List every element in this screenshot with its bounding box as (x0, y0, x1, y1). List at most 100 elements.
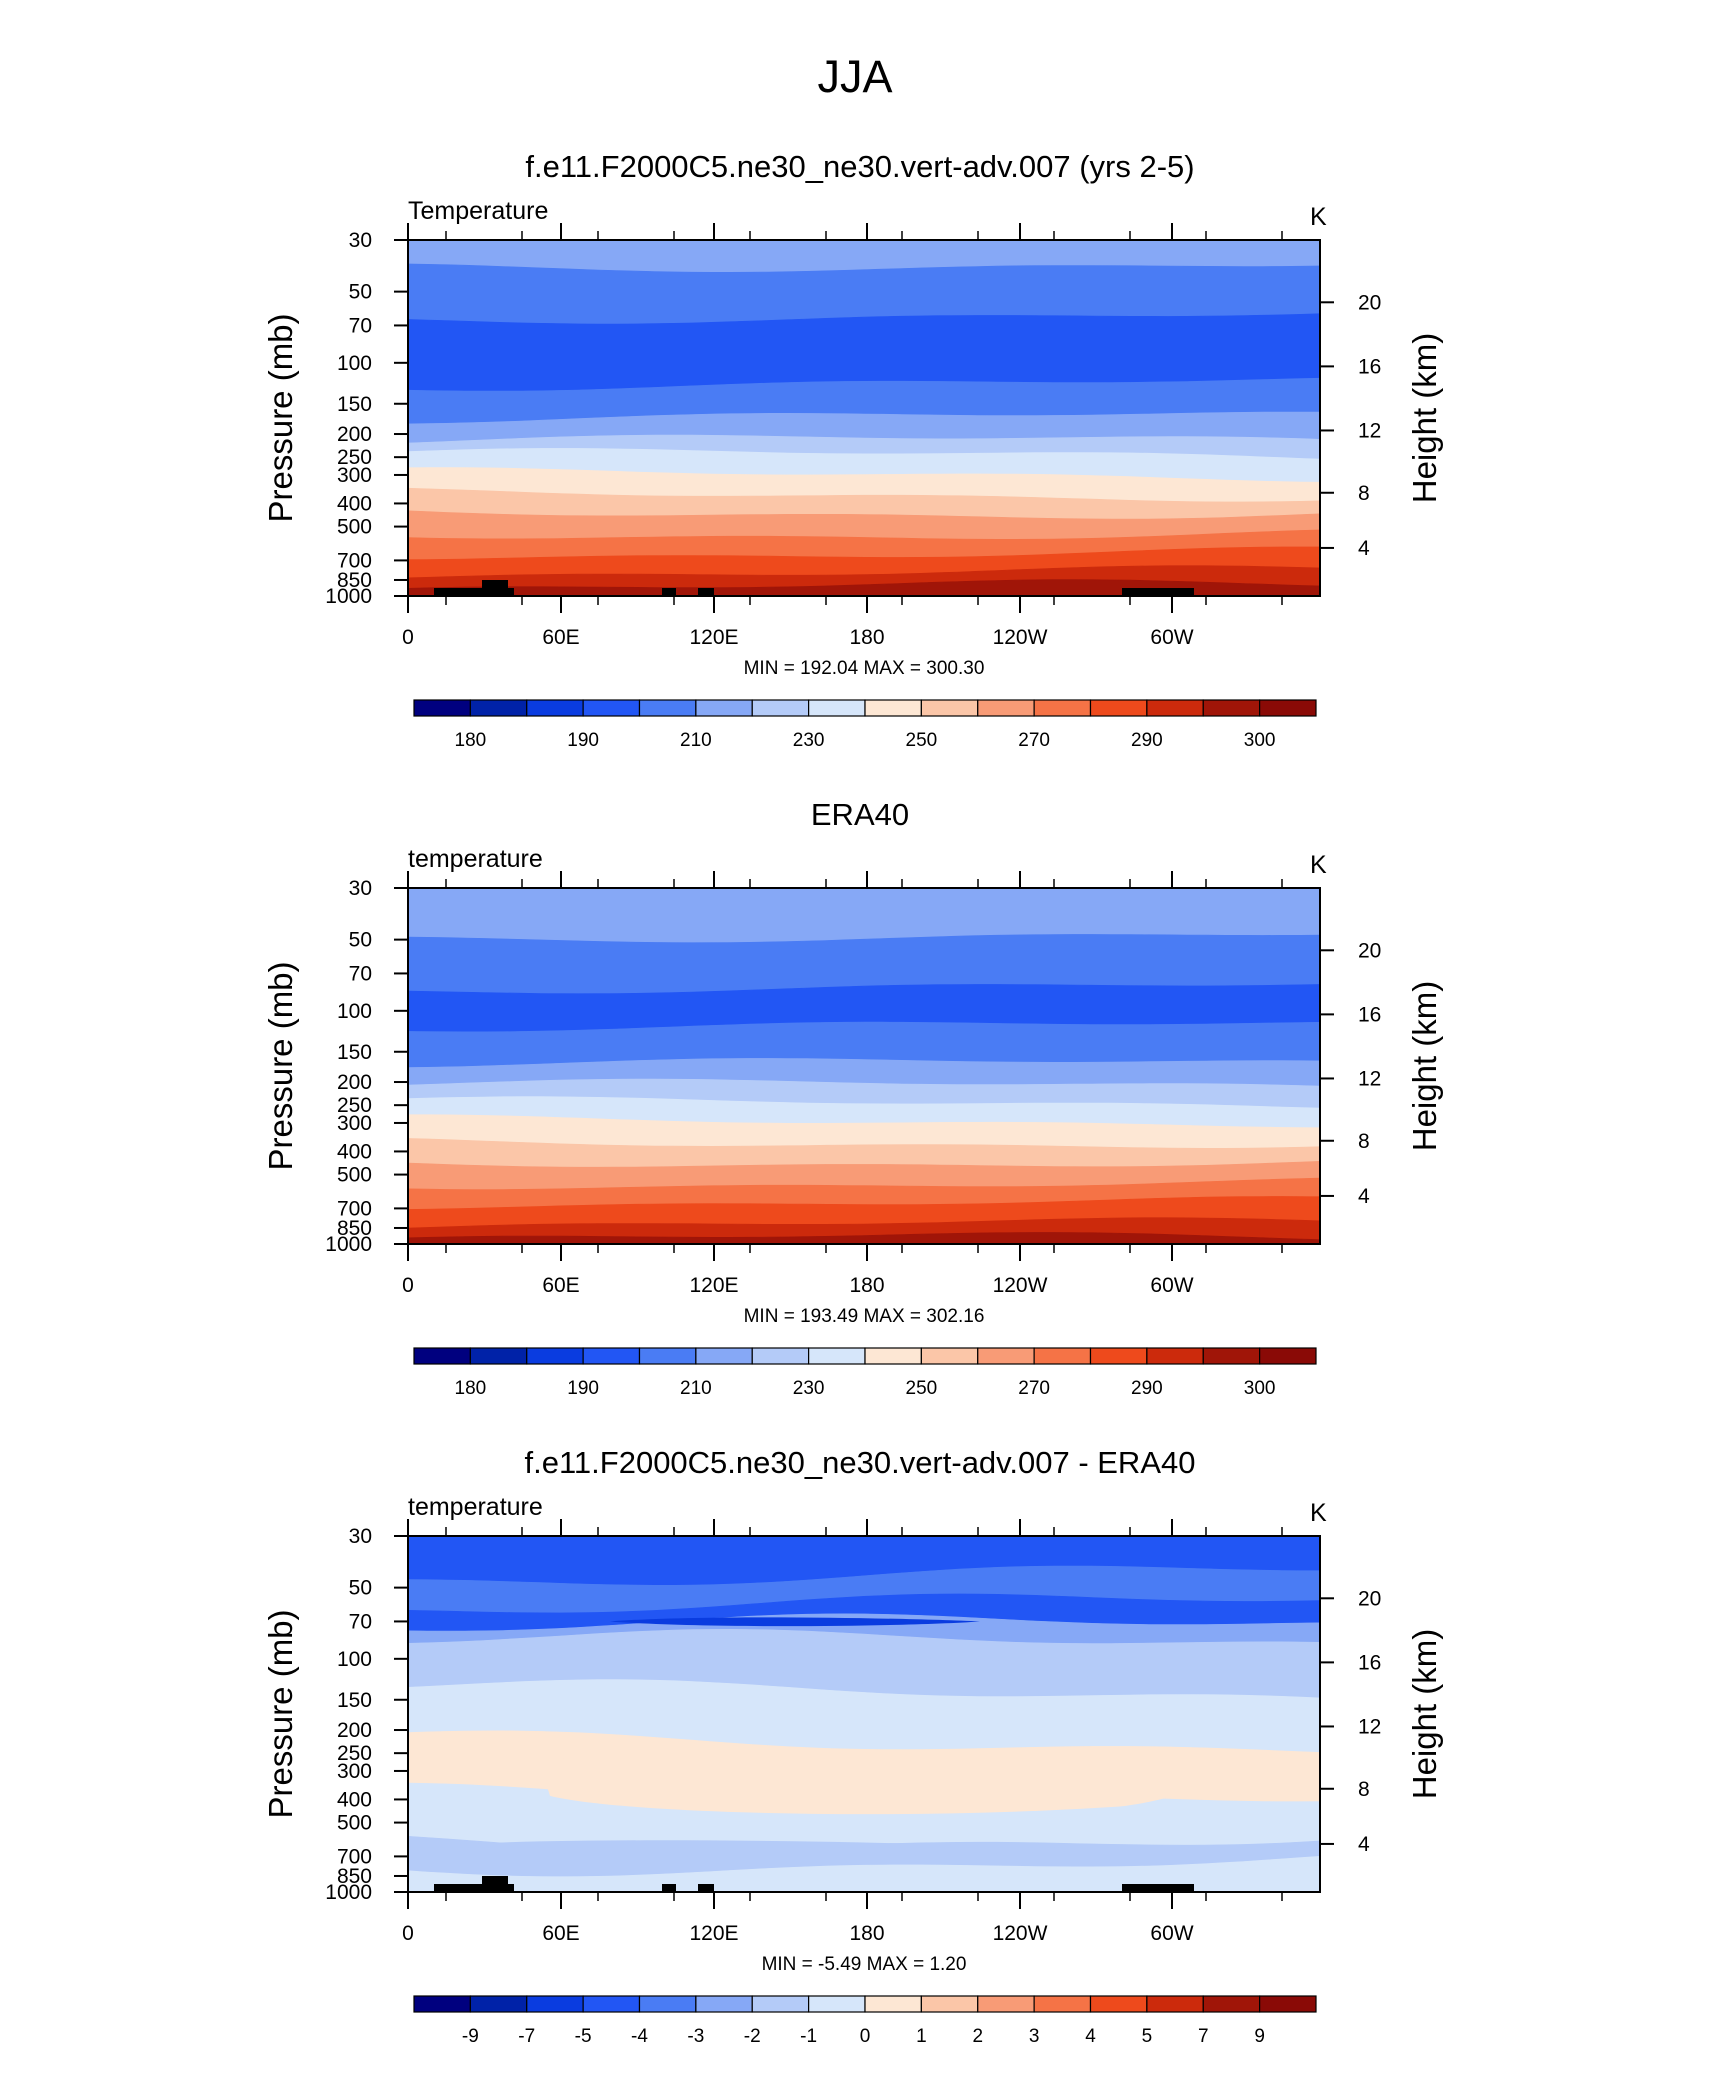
x-tick-label: 0 (402, 1274, 414, 1297)
pressure-tick-label: 70 (349, 314, 372, 337)
colorbar-box (920, 1347, 979, 1365)
x-tick-label: 120W (993, 1922, 1048, 1945)
pressure-tick-label: 250 (337, 1094, 372, 1117)
colorbar-box (469, 1995, 528, 2013)
colorbar-box (582, 699, 641, 717)
colorbar-label: 270 (1018, 730, 1050, 751)
plot-frame (407, 1535, 1321, 1893)
pressure-tick-label: 150 (337, 393, 372, 416)
pressure-tick-label: 200 (337, 1719, 372, 1742)
colorbar-box (808, 1995, 866, 2013)
colorbar-label: 180 (455, 730, 487, 751)
pressure-tick-label: 30 (349, 877, 372, 900)
colorbar-box (864, 699, 922, 717)
colorbar-label: -9 (462, 2026, 479, 2047)
height-tick-label: 8 (1358, 1778, 1370, 1801)
pressure-tick-label: 50 (349, 1577, 372, 1600)
colorbar-label: -1 (800, 2026, 817, 2047)
panel-obs: ERA40 temperature K 0 60E 120E 180 120W 60W 30 50 7… (262, 797, 1443, 1399)
colorbar-box (864, 1995, 922, 2013)
x-tick-label: 60E (542, 1922, 579, 1945)
y-axis-title-left: Pressure (mb) (262, 1609, 299, 1818)
plot-frame (407, 239, 1321, 597)
colorbar-label: 270 (1018, 1378, 1050, 1399)
colorbar-box (526, 1347, 584, 1365)
plot-area (408, 888, 1320, 1244)
colorbar-box (808, 1347, 866, 1365)
x-tick-label: 60W (1150, 1274, 1193, 1297)
pressure-tick-label: 30 (349, 229, 372, 252)
pressure-tick-label: 850 (337, 1217, 372, 1240)
topography-mask (662, 588, 676, 596)
pressure-tick-label: 300 (337, 1112, 372, 1135)
colorbar-box (1033, 1995, 1092, 2013)
colorbar-box (638, 1347, 697, 1365)
colorbar-box (751, 1995, 810, 2013)
colorbar-label: 210 (680, 730, 712, 751)
x-tick-label: 120W (993, 626, 1048, 649)
height-tick-label: 20 (1358, 291, 1381, 314)
colorbar-box (413, 1995, 471, 2013)
colorbar-label: 250 (906, 1378, 938, 1399)
variable-label: temperature (408, 845, 543, 873)
colorbar-box (1202, 1347, 1261, 1365)
colorbar-box (1146, 699, 1204, 717)
colorbar-label: 190 (567, 730, 599, 751)
height-tick-label: 16 (1358, 1651, 1381, 1674)
x-tick-label: 180 (849, 626, 884, 649)
colorbar-label: 290 (1131, 1378, 1163, 1399)
topography-mask (508, 588, 514, 596)
colorbar-label: 190 (567, 1378, 599, 1399)
x-tick-label: 180 (849, 1922, 884, 1945)
y-axis-title-left: Pressure (mb) (262, 961, 299, 1170)
pressure-tick-label: 850 (337, 569, 372, 592)
pressure-tick-label: 500 (337, 1164, 372, 1187)
x-tick-label: 60E (542, 626, 579, 649)
units-label: K (1310, 851, 1327, 879)
height-tick-label: 12 (1358, 1067, 1381, 1090)
colorbar-label: 290 (1131, 730, 1163, 751)
contour-band (408, 934, 1320, 995)
colorbar-box (864, 1347, 922, 1365)
figure-title: JJA (817, 51, 892, 102)
colorbar-box (695, 699, 753, 717)
colorbar-label: -5 (575, 2026, 592, 2047)
colorbar-box (582, 1347, 641, 1365)
colorbar-label: 230 (793, 730, 825, 751)
height-tick-label: 8 (1358, 1130, 1370, 1153)
topography-mask (698, 1884, 714, 1892)
colorbar-box (1089, 699, 1148, 717)
contour-band (408, 1855, 1320, 1892)
contour-band (408, 263, 1320, 325)
colorbar-label: -4 (631, 2026, 648, 2047)
x-tick-label: 60W (1150, 626, 1193, 649)
contour-band (408, 888, 1320, 944)
min-max-label: MIN = 192.04 MAX = 300.30 (744, 658, 985, 679)
x-tick-label: 60E (542, 1274, 579, 1297)
panels-group: f.e11.F2000C5.ne30_ne30.vert-adv.007 (yr… (262, 149, 1443, 2047)
pressure-tick-label: 150 (337, 1689, 372, 1712)
colorbar-label: 210 (680, 1378, 712, 1399)
colorbar-box (1146, 1347, 1204, 1365)
height-tick-label: 20 (1358, 1587, 1381, 1610)
colorbar-box (1033, 1347, 1092, 1365)
contour-band (408, 579, 1320, 596)
colorbar-label: 1 (916, 2026, 927, 2047)
colorbar-label: 3 (1029, 2026, 1040, 2047)
colorbar-box (977, 1995, 1035, 2013)
height-tick-label: 8 (1358, 482, 1370, 505)
colorbar-label: 4 (1085, 2026, 1096, 2047)
variable-label: Temperature (408, 197, 548, 225)
pressure-tick-label: 300 (337, 1760, 372, 1783)
colorbar-box (1202, 699, 1261, 717)
pressure-tick-label: 400 (337, 492, 372, 515)
colorbar-box (695, 1347, 753, 1365)
colorbar-box (413, 1347, 471, 1365)
panel-title: f.e11.F2000C5.ne30_ne30.vert-adv.007 (yr… (525, 149, 1194, 184)
pressure-tick-label: 50 (349, 281, 372, 304)
units-label: K (1310, 203, 1327, 231)
colorbar-box (638, 699, 697, 717)
colorbar-box (751, 699, 810, 717)
pressure-tick-label: 200 (337, 423, 372, 446)
